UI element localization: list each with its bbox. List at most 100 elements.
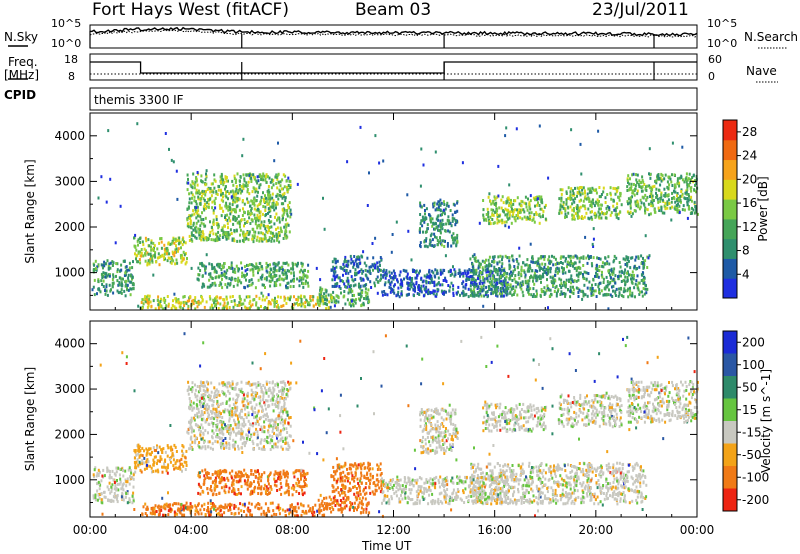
power-echo-pixel [650,200,653,204]
power-echo-pixel [282,304,285,308]
power-echo-pixel [511,254,513,258]
power-noise-pixel [648,254,651,258]
velocity-echo-pixel [259,428,262,431]
power-echo-pixel [617,294,620,298]
velocity-echo-pixel [98,470,101,474]
power-echo-pixel [128,261,131,265]
power-echo-pixel [354,268,357,272]
power-echo-pixel [657,174,660,178]
power-echo-pixel [664,201,667,205]
power-echo-pixel [612,186,615,190]
velocity-echo-pixel [131,494,134,498]
power-echo-pixel [232,198,235,202]
velocity-echo-pixel [93,468,96,472]
power-echo-pixel [100,279,103,283]
power-echo-pixel [534,276,537,280]
power-echo-pixel [584,191,586,195]
power-echo-pixel [482,216,485,220]
power-echo-pixel [424,212,426,216]
power-echo-pixel [268,274,271,278]
power-echo-pixel [162,307,165,311]
power-echo-pixel [535,289,538,293]
power-echo-pixel [103,260,106,264]
power-echo-pixel [489,199,492,203]
power-echo-pixel [186,257,188,260]
power-echo-pixel [443,269,446,272]
power-echo-pixel [123,274,126,277]
velocity-echo-pixel [270,398,273,402]
power-echo-pixel [452,287,455,291]
power-echo-pixel [147,304,150,308]
power-echo-pixel [503,210,505,214]
power-echo-pixel [278,231,281,235]
power-echo-pixel [307,269,310,273]
power-echo-pixel [622,290,625,294]
power-echo-pixel [303,304,306,308]
power-echo-pixel [544,291,547,295]
power-echo-pixel [200,197,202,201]
velocity-echo-pixel [177,467,180,470]
power-echo-pixel [532,217,535,221]
power-echo-pixel [163,252,166,256]
power-echo-pixel [452,294,455,297]
velocity-echo-pixel [193,416,195,420]
power-echo-pixel [244,184,247,188]
power-echo-pixel [666,180,669,184]
power-echo-pixel [275,212,278,216]
power-echo-pixel [125,265,128,269]
velocity-echo-pixel [135,453,138,457]
velocity-echo-pixel [110,490,113,493]
power-echo-pixel [455,219,457,223]
power-echo-pixel [627,202,629,206]
power-echo-pixel [233,174,236,178]
power-echo-pixel [256,226,259,230]
power-echo-pixel [195,221,198,225]
power-echo-pixel [353,293,355,297]
power-echo-pixel [565,190,568,194]
power-echo-pixel [508,266,511,270]
power-echo-pixel [251,190,254,194]
power-echo-pixel [225,190,227,194]
power-echo-pixel [425,275,428,279]
power-echo-pixel [192,181,195,185]
velocity-echo-pixel [272,386,275,390]
power-echo-pixel [545,267,548,271]
velocity-echo-pixel [210,390,213,394]
velocity-echo-pixel [209,417,212,420]
power-echo-pixel [97,278,100,282]
power-echo-pixel [641,189,644,193]
power-echo-pixel [344,302,347,306]
power-noise-pixel [506,292,509,296]
power-echo-pixel [474,278,477,282]
power-echo-pixel [396,280,399,284]
power-echo-pixel [615,187,618,191]
velocity-echo-pixel [162,447,165,451]
power-echo-pixel [249,299,252,303]
velocity-echo-pixel [255,385,258,389]
velocity-echo-pixel [108,481,111,485]
power-echo-pixel [225,275,228,279]
power-echo-pixel [243,236,246,240]
power-echo-pixel [528,264,531,268]
power-echo-pixel [246,307,249,311]
power-echo-pixel [257,269,260,273]
power-echo-pixel [615,213,618,217]
power-noise-pixel [577,291,580,294]
power-echo-pixel [491,260,494,264]
power-echo-pixel [469,288,472,292]
power-echo-pixel [681,192,684,196]
power-echo-pixel [246,284,249,288]
velocity-echo-pixel [170,447,173,451]
power-echo-pixel [267,175,269,179]
power-echo-pixel [547,258,550,262]
power-echo-pixel [515,214,518,217]
power-echo-pixel [571,202,574,206]
power-echo-pixel [439,229,442,232]
power-echo-pixel [232,237,235,241]
power-echo-pixel [209,272,212,276]
power-echo-pixel [127,279,130,283]
velocity-echo-pixel [242,399,245,403]
power-echo-pixel [201,264,204,268]
power-echo-pixel [203,264,206,268]
velocity-echo-pixel [149,447,152,451]
